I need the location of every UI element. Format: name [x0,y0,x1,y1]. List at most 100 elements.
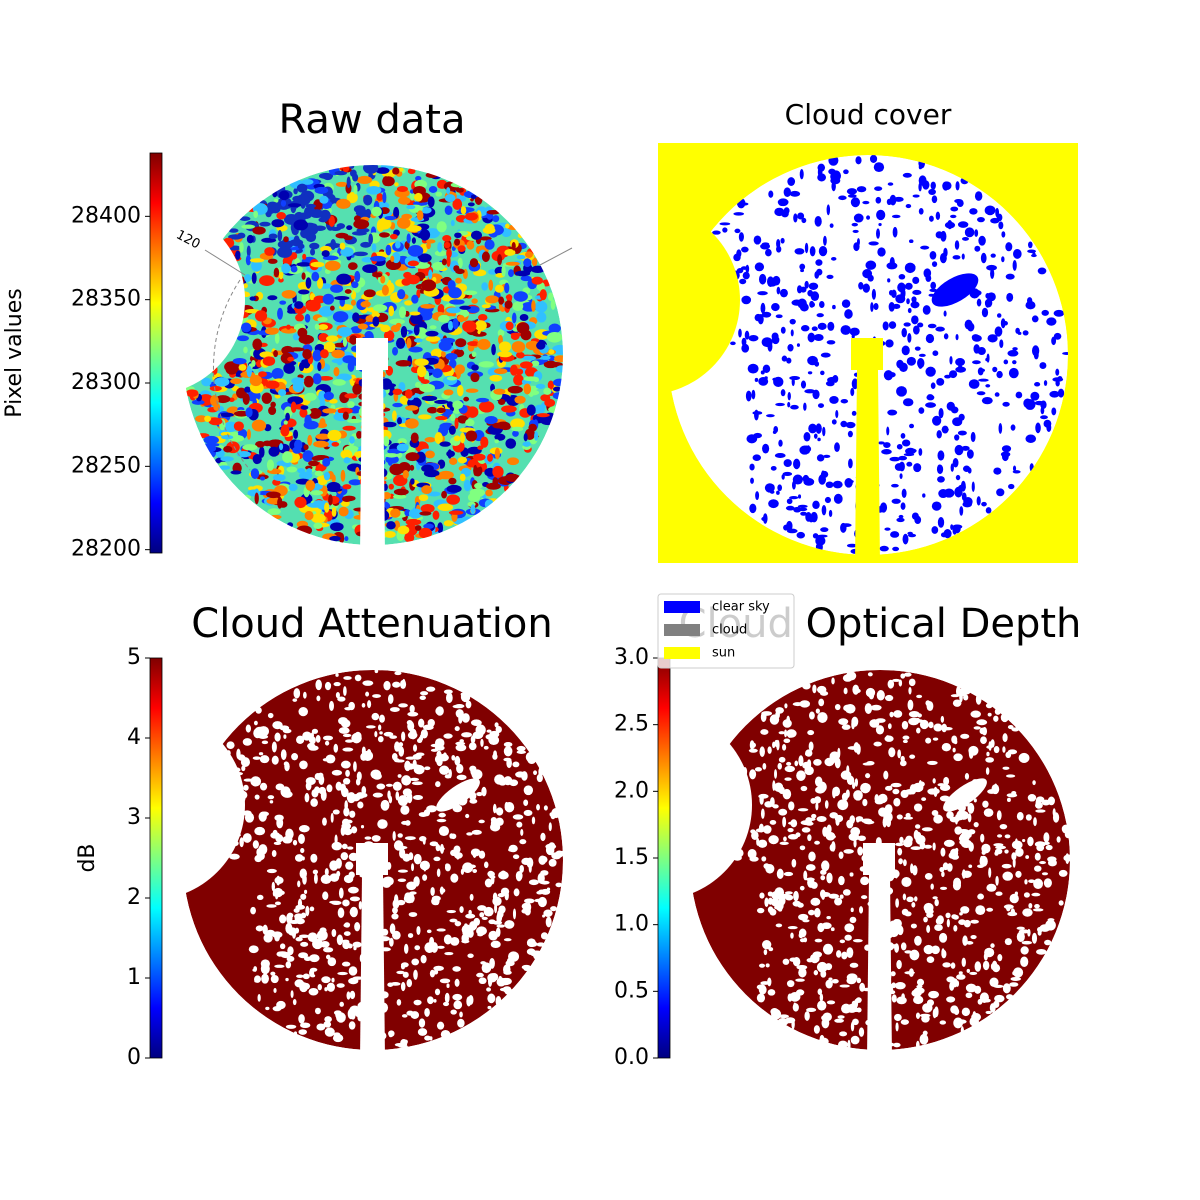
texture [448,358,457,369]
clear-patch [527,941,538,947]
clear-patch [910,846,922,851]
cloud-patch [862,200,870,205]
clear-patch [1025,814,1032,821]
cloud-patch [876,209,886,221]
cloud-patch [1005,242,1013,252]
cloud-patch [971,481,975,492]
clear-patch [1014,838,1019,849]
texture [262,440,272,447]
texture [252,226,266,235]
texture [362,264,378,273]
clear-patch [834,814,844,823]
clear-patch [263,933,273,943]
clear-patch [265,1006,270,1011]
cloud-patch [805,511,812,522]
clear-patch [273,841,282,846]
cloud-patch [905,203,912,209]
clear-patch [763,863,770,869]
clear-patch [973,798,977,803]
clear-patch [337,696,346,702]
clear-patch [298,833,305,844]
cloud-patch [1049,390,1060,398]
texture [416,210,424,221]
cloud-patch [1015,391,1023,399]
clear-patch [775,707,784,714]
cloud-patch [785,505,795,511]
texture [280,199,287,207]
cloud-patch [996,313,1002,318]
cloud-patch [913,463,922,473]
texture [347,463,363,472]
clear-patch [488,919,496,925]
texture [335,181,348,187]
cloud-patch [808,423,817,434]
clear-patch [1031,932,1038,944]
clear-patch [502,986,512,993]
clear-patch [910,863,914,874]
clear-patch [961,1007,971,1017]
clear-patch [982,727,988,736]
texture [243,494,252,500]
clear-patch [418,812,428,818]
clear-patch [499,870,507,880]
cloud-patch [818,246,828,257]
texture [405,405,419,411]
clear-patch [1022,908,1033,917]
clear-patch [985,1010,992,1015]
clear-patch [407,933,414,939]
clear-patch [923,916,928,923]
clear-patch [300,941,309,947]
cloud-patch [1046,317,1057,326]
cloud-patch [938,489,949,499]
cloud-patch [741,246,749,253]
clear-patch [805,752,811,757]
texture [492,422,504,429]
texture [501,265,506,277]
texture [317,317,328,322]
cloud-patch [719,333,726,342]
cloud-patch [948,370,958,379]
texture [395,240,401,249]
clear-patch [987,789,997,794]
texture [504,282,510,294]
texture [420,206,432,214]
clear-patch [1022,838,1026,843]
clear-patch [442,1001,450,1007]
texture [331,441,340,447]
clear-patch [908,717,920,726]
texture [308,460,320,467]
texture [186,294,202,303]
cloud-patch [854,528,864,539]
clear-patch [1033,878,1043,890]
clear-patch [1032,908,1044,912]
texture [288,483,298,492]
sky-disc [690,670,1070,1050]
texture [349,436,355,444]
cloud-patch [994,326,1003,337]
texture [420,503,435,513]
texture [308,407,322,419]
texture [409,311,421,316]
texture [277,307,283,320]
clear-patch [436,778,480,812]
cloud-patch [851,410,857,416]
cloud-patch [1006,292,1014,302]
clear-patch [1002,871,1013,881]
cloud-patch [679,307,686,313]
clear-patch [302,731,312,741]
texture [462,320,477,333]
cloud-patch [918,157,926,169]
texture [380,378,393,390]
sky-image [177,161,568,545]
cloud-patch [922,180,930,190]
clear-patch [924,1007,932,1012]
cloud-patch [961,445,970,451]
clear-patch [852,782,856,789]
clear-patch [1041,872,1049,876]
cloud-patch [892,226,898,238]
clear-patch [285,961,292,969]
clear-patch [995,891,1003,896]
texture [456,384,464,397]
cloud-patch [757,291,768,296]
texture [420,303,436,309]
